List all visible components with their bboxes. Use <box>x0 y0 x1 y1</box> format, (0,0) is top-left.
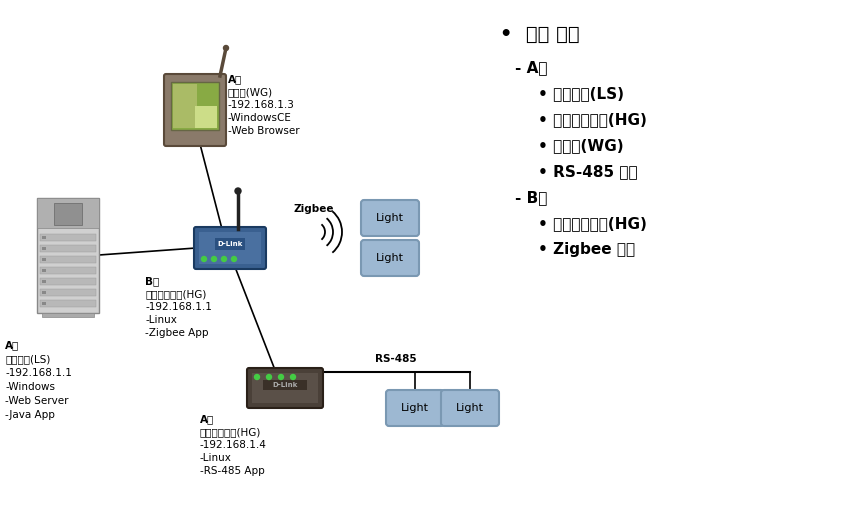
Text: -192.168.1.3: -192.168.1.3 <box>228 100 295 110</box>
Bar <box>252 373 318 403</box>
Text: A사: A사 <box>228 74 243 84</box>
Text: -WindowsCE: -WindowsCE <box>228 113 292 123</box>
Circle shape <box>221 257 226 261</box>
Text: D-Link: D-Link <box>272 382 298 388</box>
Bar <box>42 279 46 282</box>
Bar <box>215 238 245 250</box>
Text: -Web Browser: -Web Browser <box>228 126 299 136</box>
Text: -Linux: -Linux <box>200 453 232 463</box>
Text: 월패드(WG): 월패드(WG) <box>228 87 273 97</box>
Text: -Windows: -Windows <box>5 382 55 392</box>
Bar <box>42 301 46 305</box>
Bar <box>40 267 96 274</box>
Bar <box>40 244 96 251</box>
Text: • 월패드(WG): • 월패드(WG) <box>538 138 623 153</box>
Text: -RS-485 App: -RS-485 App <box>200 466 265 476</box>
FancyBboxPatch shape <box>361 240 419 276</box>
Text: Zigbee: Zigbee <box>293 204 333 214</box>
Bar <box>42 235 46 239</box>
Text: - A사: - A사 <box>515 60 548 75</box>
Bar <box>54 203 82 224</box>
Bar <box>37 197 99 228</box>
Text: Light: Light <box>376 253 404 263</box>
Circle shape <box>224 45 228 51</box>
Text: -Java App: -Java App <box>5 410 55 420</box>
Bar <box>42 258 46 260</box>
Text: -192.168.1.4: -192.168.1.4 <box>200 440 267 450</box>
Text: A사: A사 <box>200 414 215 424</box>
Circle shape <box>202 257 207 261</box>
Text: Light: Light <box>401 403 429 413</box>
Text: -Zigbee App: -Zigbee App <box>145 328 209 338</box>
Text: Light: Light <box>456 403 484 413</box>
Text: • 홈게이트웨이(HG): • 홈게이트웨이(HG) <box>538 112 647 127</box>
Text: 단지서버(LS): 단지서버(LS) <box>5 354 50 364</box>
Bar <box>42 269 46 271</box>
Text: 홈게이트웨이(HG): 홈게이트웨이(HG) <box>200 427 261 437</box>
Bar <box>173 84 197 128</box>
Circle shape <box>235 188 241 194</box>
Text: • 홈게이트웨이(HG): • 홈게이트웨이(HG) <box>538 216 647 231</box>
Bar <box>37 197 99 313</box>
Text: A사: A사 <box>5 340 20 350</box>
FancyBboxPatch shape <box>164 74 226 146</box>
FancyBboxPatch shape <box>386 390 444 426</box>
Bar <box>40 299 96 306</box>
FancyBboxPatch shape <box>247 368 323 408</box>
Circle shape <box>291 374 295 380</box>
Circle shape <box>278 374 283 380</box>
Text: D-Link: D-Link <box>217 241 243 247</box>
Bar <box>195 106 217 128</box>
Bar <box>42 247 46 250</box>
Circle shape <box>211 257 216 261</box>
Bar <box>40 256 96 262</box>
Bar <box>42 313 94 316</box>
Text: • RS-485 기기: • RS-485 기기 <box>538 164 638 179</box>
Bar <box>263 380 307 390</box>
Bar <box>40 233 96 240</box>
Text: -Linux: -Linux <box>145 315 177 325</box>
Text: •  기기 목록: • 기기 목록 <box>500 25 580 44</box>
Circle shape <box>232 257 237 261</box>
Text: -Web Server: -Web Server <box>5 396 69 406</box>
Bar <box>40 288 96 296</box>
Bar <box>199 232 261 264</box>
Text: - B사: - B사 <box>515 190 547 205</box>
Text: Light: Light <box>376 213 404 223</box>
Text: • Zigbee 기기: • Zigbee 기기 <box>538 242 635 257</box>
Bar <box>40 278 96 285</box>
Text: 홈게이트웨이(HG): 홈게이트웨이(HG) <box>145 289 206 299</box>
FancyBboxPatch shape <box>194 227 266 269</box>
Text: -192.168.1.1: -192.168.1.1 <box>145 302 212 312</box>
Circle shape <box>266 374 271 380</box>
FancyBboxPatch shape <box>441 390 499 426</box>
Bar <box>42 290 46 294</box>
Circle shape <box>254 374 259 380</box>
Bar <box>171 82 219 130</box>
FancyBboxPatch shape <box>361 200 419 236</box>
Text: -192.168.1.1: -192.168.1.1 <box>5 368 72 378</box>
Text: • 단지서버(LS): • 단지서버(LS) <box>538 86 624 101</box>
Text: B사: B사 <box>145 276 159 286</box>
Text: RS-485: RS-485 <box>375 354 416 364</box>
